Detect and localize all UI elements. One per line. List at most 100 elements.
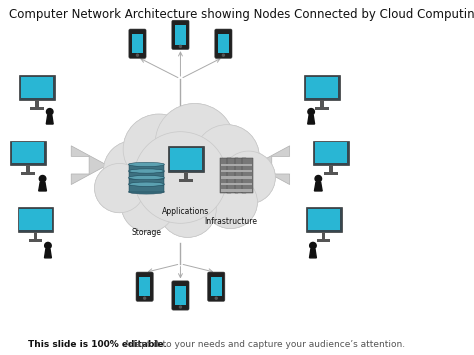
Bar <box>10 141 46 165</box>
Circle shape <box>103 141 164 200</box>
Polygon shape <box>45 250 51 258</box>
Polygon shape <box>314 182 322 191</box>
Bar <box>315 107 328 110</box>
Circle shape <box>155 104 234 181</box>
Bar <box>27 165 30 173</box>
Circle shape <box>94 163 145 213</box>
Bar <box>228 176 237 179</box>
Bar <box>228 189 237 192</box>
Bar <box>128 178 164 185</box>
FancyBboxPatch shape <box>129 29 146 58</box>
Ellipse shape <box>128 169 164 173</box>
Polygon shape <box>308 116 315 124</box>
FancyBboxPatch shape <box>208 272 225 301</box>
Text: Storage: Storage <box>131 228 162 236</box>
Bar <box>236 170 245 173</box>
Bar <box>12 142 45 163</box>
Bar <box>132 34 143 53</box>
Text: This slide is 100% editable.: This slide is 100% editable. <box>28 340 167 349</box>
Bar <box>210 277 222 296</box>
Bar <box>244 164 252 166</box>
Text: Computer Network Architecture showing Nodes Connected by Cloud Computing: Computer Network Architecture showing No… <box>9 9 474 21</box>
Bar <box>170 148 202 170</box>
Bar <box>236 189 245 192</box>
Ellipse shape <box>128 175 164 180</box>
Bar <box>218 34 229 53</box>
FancyBboxPatch shape <box>172 20 189 49</box>
Circle shape <box>155 104 234 181</box>
Circle shape <box>46 109 53 115</box>
Bar <box>28 239 42 242</box>
Circle shape <box>123 114 195 185</box>
Polygon shape <box>254 146 290 185</box>
Bar <box>175 286 186 305</box>
Bar <box>128 171 164 179</box>
Circle shape <box>204 176 257 229</box>
Bar <box>18 207 53 232</box>
Bar <box>221 176 229 179</box>
Circle shape <box>159 181 216 237</box>
Bar <box>19 209 52 230</box>
Circle shape <box>45 242 51 249</box>
Bar <box>168 146 204 172</box>
Bar <box>228 164 237 166</box>
Bar <box>175 25 186 44</box>
Circle shape <box>123 114 195 185</box>
Bar <box>308 209 340 230</box>
Bar <box>221 164 229 166</box>
Bar <box>244 189 252 192</box>
Bar <box>304 75 340 100</box>
Circle shape <box>195 125 259 188</box>
Circle shape <box>134 132 227 223</box>
Circle shape <box>308 109 314 115</box>
Bar <box>242 158 253 193</box>
Bar <box>306 77 338 98</box>
Circle shape <box>39 175 46 182</box>
Circle shape <box>137 54 138 56</box>
Bar <box>236 176 245 179</box>
FancyBboxPatch shape <box>136 272 153 301</box>
Bar <box>221 183 229 185</box>
Bar <box>244 183 252 185</box>
Bar <box>21 77 53 98</box>
Bar <box>235 158 246 193</box>
Bar <box>324 172 337 175</box>
Polygon shape <box>71 146 107 185</box>
Bar <box>220 158 230 193</box>
Bar <box>313 141 349 165</box>
Bar <box>244 170 252 173</box>
Bar <box>34 232 37 240</box>
Bar <box>228 170 237 173</box>
Circle shape <box>222 54 224 56</box>
Circle shape <box>222 151 275 204</box>
Circle shape <box>94 163 145 213</box>
Ellipse shape <box>128 190 164 194</box>
Circle shape <box>103 141 164 200</box>
Bar <box>184 172 188 180</box>
Bar <box>236 164 245 166</box>
FancyBboxPatch shape <box>215 29 232 58</box>
Bar <box>139 277 150 296</box>
Bar <box>128 184 164 192</box>
Bar <box>236 183 245 185</box>
Bar <box>36 100 39 108</box>
Circle shape <box>315 175 321 182</box>
Bar <box>221 170 229 173</box>
Bar <box>30 107 44 110</box>
Bar <box>306 207 342 232</box>
Polygon shape <box>310 250 316 258</box>
Bar <box>128 164 164 172</box>
Circle shape <box>310 242 316 249</box>
Circle shape <box>215 297 217 299</box>
Circle shape <box>121 179 175 232</box>
Text: Applications: Applications <box>162 207 210 217</box>
Bar <box>322 232 326 240</box>
Bar <box>19 75 55 100</box>
Bar <box>228 158 238 193</box>
Polygon shape <box>46 116 53 124</box>
Text: Adapt it to your needs and capture your audience’s attention.: Adapt it to your needs and capture your … <box>121 340 405 349</box>
Circle shape <box>134 132 227 223</box>
Bar <box>329 165 333 173</box>
Bar <box>228 183 237 185</box>
Bar <box>320 100 324 108</box>
